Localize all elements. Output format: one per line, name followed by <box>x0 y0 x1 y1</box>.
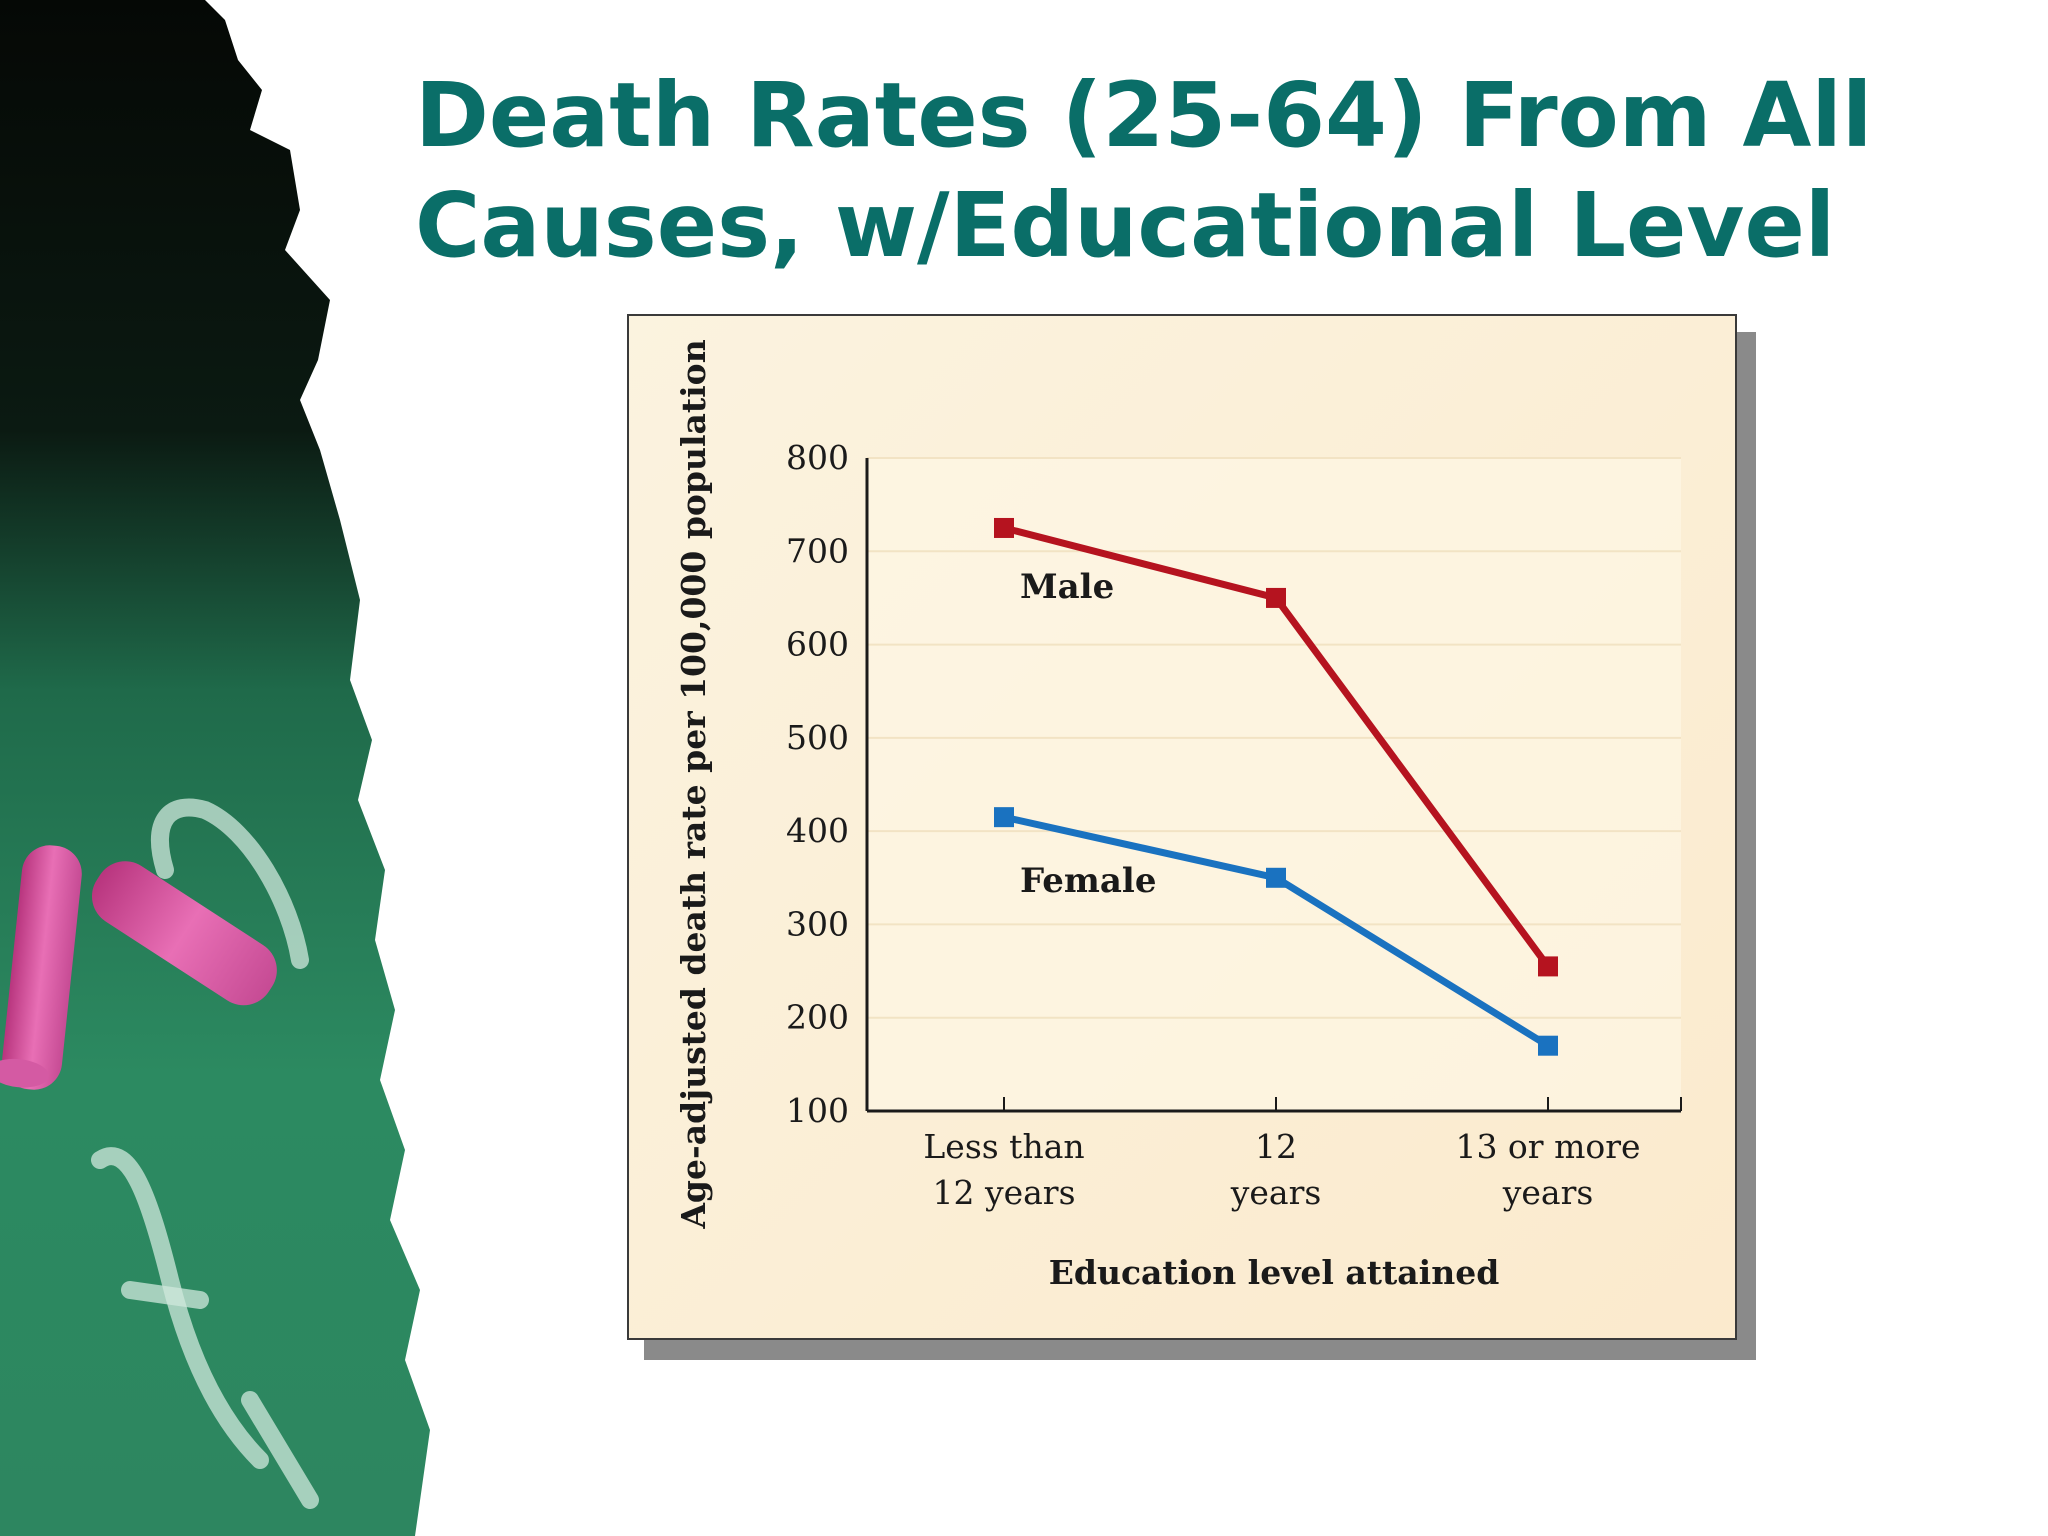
x-axis-ticks: Less than 12 years 12 years 13 or more years <box>923 1097 1682 1212</box>
series-male: Male <box>994 517 1558 977</box>
pink-chalk-sticks <box>0 845 277 1090</box>
x-tick-label: 12 <box>1255 1127 1297 1166</box>
line-chart: 100 200 300 400 500 600 700 800 Less than 12 yea… <box>674 339 1682 1292</box>
chart-panel: 100 200 300 400 500 600 700 800 Less than 12 yea… <box>627 314 1737 1340</box>
slide-title-line-1: Death Rates (25-64) From All <box>415 63 1873 167</box>
slide-title: Death Rates (25-64) From All Causes, w/E… <box>415 60 2015 280</box>
y-tick-label: 300 <box>786 904 849 943</box>
series-female: Female <box>994 807 1558 1056</box>
series-layer: Male Female <box>994 517 1558 1056</box>
data-point-male <box>994 517 1014 538</box>
chalk-scribble-strokes <box>91 798 319 1509</box>
y-tick-label: 200 <box>786 998 849 1037</box>
grid-lines <box>867 457 1681 1019</box>
y-tick-label: 400 <box>786 811 849 850</box>
y-axis-ticks: 100 200 300 400 500 600 700 800 <box>786 438 849 1130</box>
y-tick-label: 100 <box>786 1091 849 1130</box>
y-tick-label: 700 <box>786 531 849 570</box>
x-tick-label: years <box>1230 1173 1322 1212</box>
y-tick-label: 600 <box>786 625 849 664</box>
plot-area <box>867 458 1681 1111</box>
data-point-female <box>1538 1035 1558 1056</box>
x-tick-label: 13 or more <box>1455 1127 1640 1166</box>
x-axis-title: Education level attained <box>1049 1253 1500 1292</box>
data-point-female <box>994 807 1014 828</box>
chalkboard-background-art <box>0 0 430 1536</box>
x-tick-label: years <box>1502 1173 1594 1212</box>
x-tick-label: Less than <box>923 1127 1084 1166</box>
chalkboard-shape <box>0 0 430 1536</box>
slide-title-line-2: Causes, w/Educational Level <box>415 173 1836 277</box>
series-label-male: Male <box>1020 567 1114 607</box>
y-tick-label: 500 <box>786 718 849 757</box>
data-point-male <box>1266 587 1286 608</box>
y-axis-title: Age-adjusted death rate per 100,000 popu… <box>674 339 713 1229</box>
data-point-female <box>1266 867 1286 888</box>
data-point-male <box>1538 956 1558 977</box>
series-label-female: Female <box>1020 861 1156 901</box>
x-tick-label: 12 years <box>932 1173 1075 1212</box>
y-tick-label: 800 <box>786 438 849 477</box>
